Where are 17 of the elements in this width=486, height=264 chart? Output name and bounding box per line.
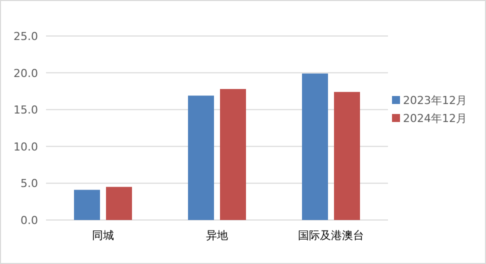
legend-label: 2023年12月 (403, 94, 467, 107)
legend-label: 2024年12月 (403, 112, 467, 125)
x-tick-label: 异地 (206, 229, 228, 242)
x-tick-label: 同城 (92, 229, 114, 242)
x-tick-label: 国际及港澳台 (298, 229, 364, 242)
y-tick-label: 25.0 (14, 30, 38, 43)
y-tick-label: 10.0 (14, 140, 38, 154)
y-tick-label: 5.0 (20, 177, 38, 190)
bar (334, 92, 360, 220)
bar (302, 74, 328, 220)
y-tick-label: 20.0 (14, 66, 38, 80)
bar (188, 96, 214, 220)
y-tick-label: 0.0 (20, 214, 38, 227)
bar (74, 190, 100, 220)
bar (220, 88, 246, 220)
y-tick-label: 15.0 (14, 104, 38, 117)
bar (106, 186, 132, 220)
